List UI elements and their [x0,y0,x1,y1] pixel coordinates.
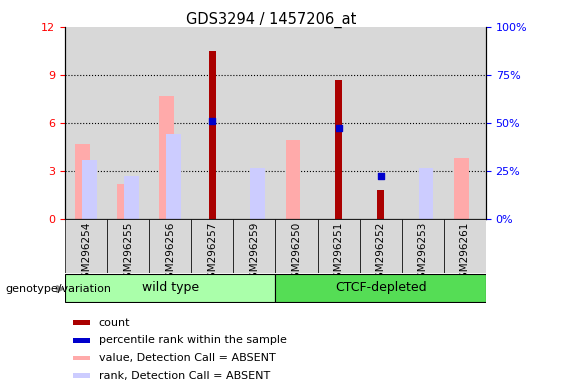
Bar [191,219,233,273]
Text: GSM296251: GSM296251 [333,222,344,285]
Bar [359,27,402,219]
Bar [276,274,486,302]
Bar [65,274,276,302]
Point [208,118,217,124]
Bar [65,27,107,219]
Text: GSM296257: GSM296257 [207,222,218,285]
Bar [107,219,149,273]
Bar [233,27,276,219]
Bar [419,168,433,219]
Bar [149,27,191,219]
Text: genotype/variation: genotype/variation [6,284,112,294]
Bar [318,219,360,273]
Bar [444,219,486,273]
Bar [73,320,90,325]
Text: GSM296252: GSM296252 [376,222,386,285]
Bar [286,141,301,219]
Bar [250,168,265,219]
Bar [233,219,276,273]
Bar [118,184,132,219]
Text: percentile rank within the sample: percentile rank within the sample [99,335,286,345]
Bar [359,219,402,273]
Text: GSM296261: GSM296261 [460,222,470,285]
Bar [454,158,469,219]
Text: count: count [99,318,130,328]
Bar [124,176,139,219]
Text: GSM296256: GSM296256 [165,222,175,285]
Text: GSM296253: GSM296253 [418,222,428,285]
Bar [65,219,107,273]
Bar [166,134,181,219]
Bar [191,27,233,219]
Text: value, Detection Call = ABSENT: value, Detection Call = ABSENT [99,353,275,363]
Text: GSM296259: GSM296259 [249,222,259,285]
Bar [318,27,359,219]
Bar [107,27,149,219]
Bar [73,338,90,343]
Bar [444,27,486,219]
Bar [208,51,216,219]
Bar [276,27,318,219]
Bar [402,27,444,219]
Bar [73,356,90,360]
Bar [335,80,342,219]
Point [376,173,385,179]
Text: GSM296250: GSM296250 [292,222,302,285]
Bar [73,373,90,378]
Text: CTCF-depleted: CTCF-depleted [335,281,427,294]
Text: GSM296255: GSM296255 [123,222,133,285]
Text: wild type: wild type [142,281,199,294]
Bar [276,219,318,273]
Bar [377,190,384,219]
Text: GSM296254: GSM296254 [81,222,91,285]
Bar [149,219,191,273]
Bar [82,160,97,219]
Bar [75,144,90,219]
Text: GDS3294 / 1457206_at: GDS3294 / 1457206_at [186,12,357,28]
Point [334,124,343,131]
Text: rank, Detection Call = ABSENT: rank, Detection Call = ABSENT [99,371,270,381]
Bar [402,219,444,273]
Bar [159,96,174,219]
